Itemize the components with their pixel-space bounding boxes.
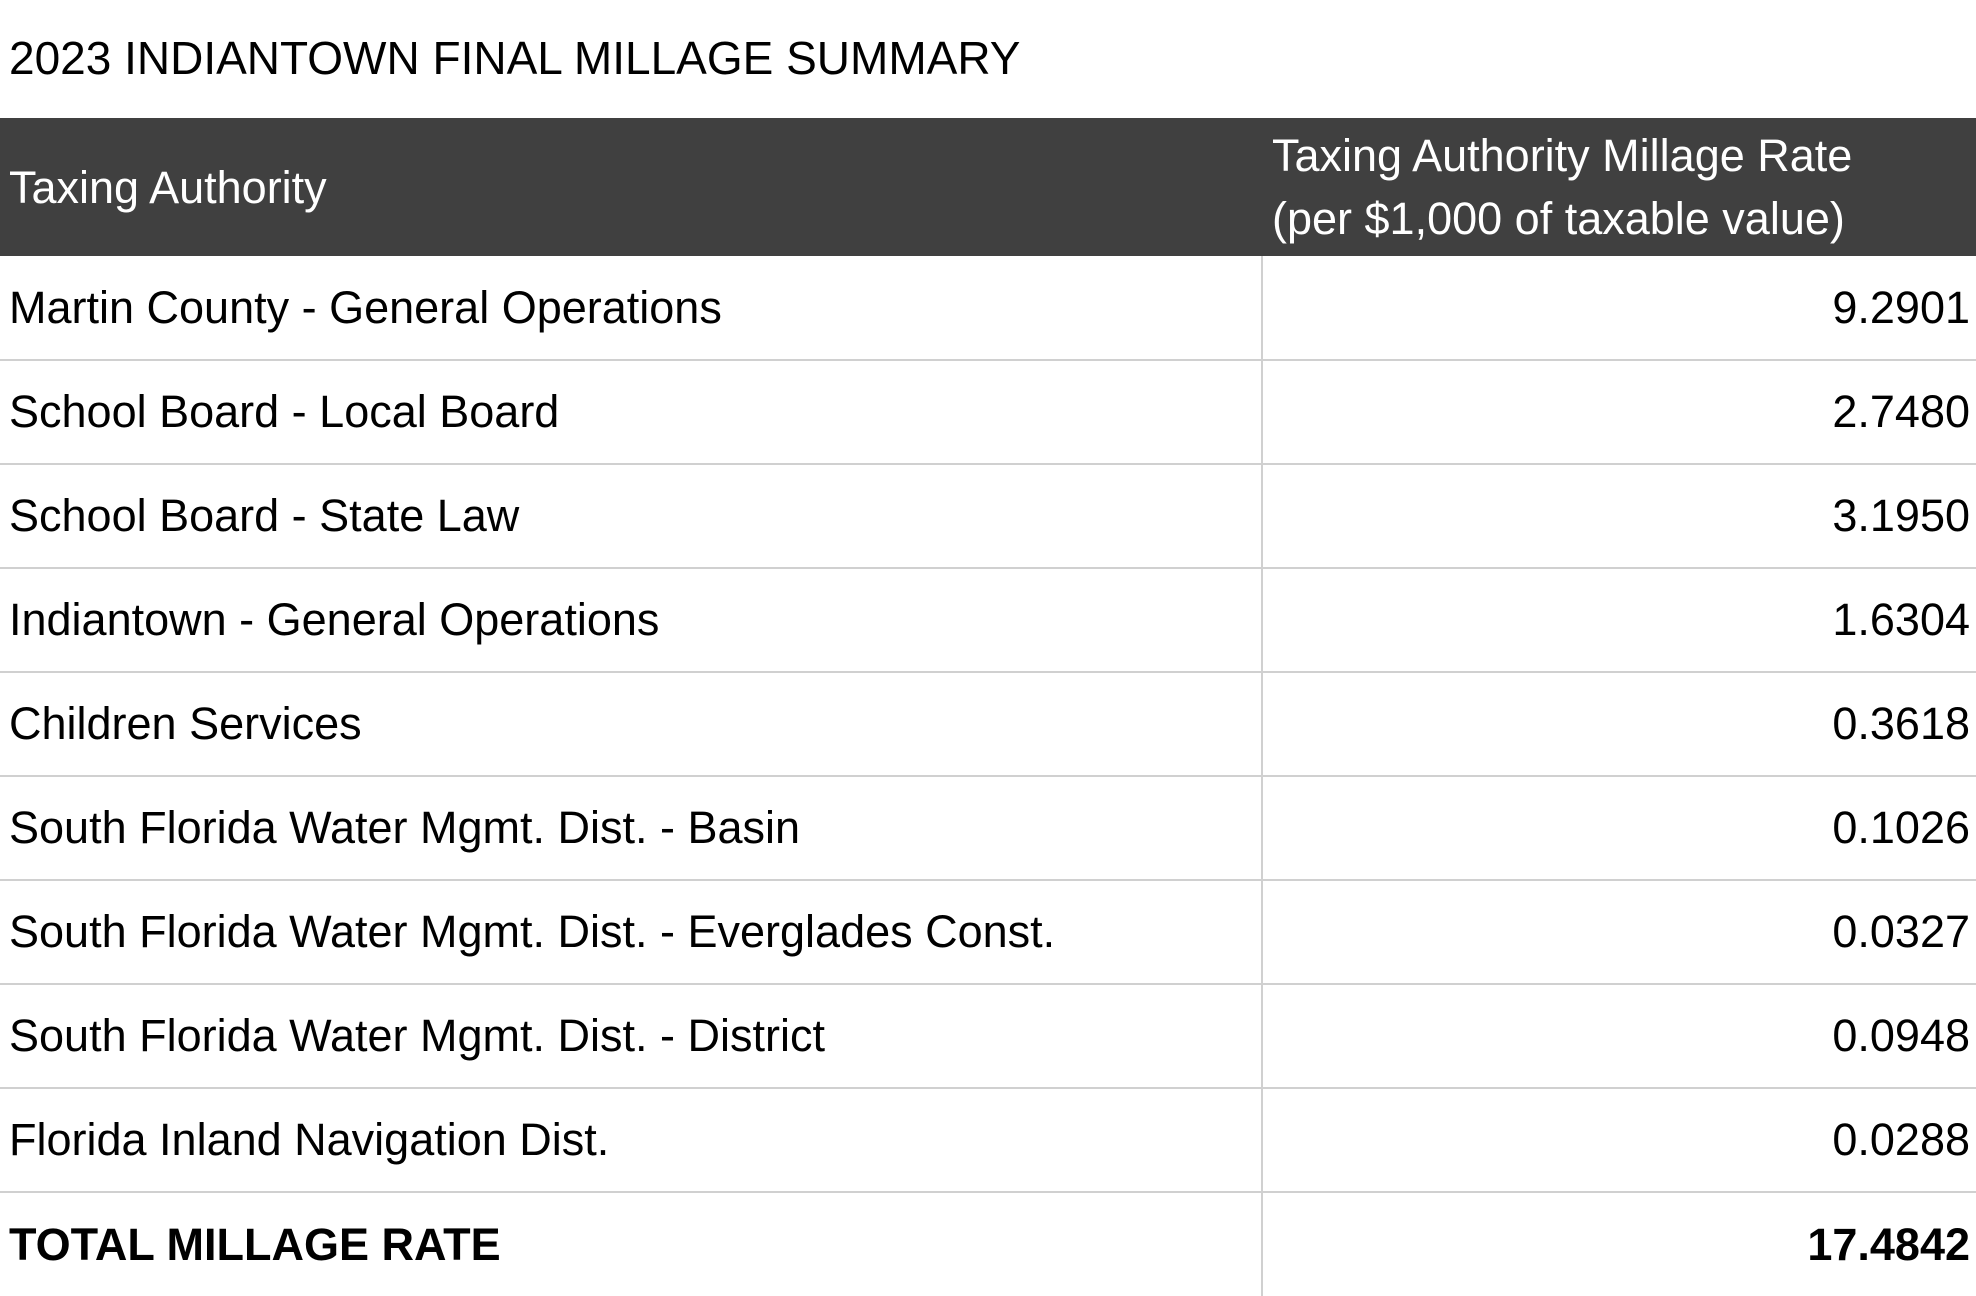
header-millage-rate-line2: (per $1,000 of taxable value) [1272, 193, 1845, 244]
table-row: School Board - Local Board 2.7480 [0, 360, 1976, 465]
table-row: School Board - State Law 3.1950 [0, 464, 1976, 569]
total-row: TOTAL MILLAGE RATE 17.4842 [0, 1192, 1976, 1296]
document-title: 2023 INDIANTOWN FINAL MILLAGE SUMMARY [9, 32, 1021, 84]
rate-cell: 9.2901 [1261, 256, 1976, 361]
rate-cell: 2.7480 [1261, 360, 1976, 465]
rate-cell: 3.1950 [1261, 464, 1976, 569]
rate-cell: 0.1026 [1261, 776, 1976, 881]
table-body: Martin County - General Operations 9.290… [0, 256, 1976, 1296]
header-row: Taxing Authority Taxing Authority Millag… [0, 118, 1976, 256]
authority-cell: Indiantown - General Operations [0, 568, 1262, 673]
authority-cell: Children Services [0, 672, 1262, 777]
total-rate: 17.4842 [1261, 1192, 1976, 1296]
rate-cell: 0.0288 [1261, 1088, 1976, 1193]
rate-cell: 0.3618 [1261, 672, 1976, 777]
table-row: South Florida Water Mgmt. Dist. - Distri… [0, 984, 1976, 1089]
authority-cell: Martin County - General Operations [0, 256, 1262, 361]
header-millage-rate-line1: Taxing Authority Millage Rate [1272, 130, 1853, 181]
authority-cell: Florida Inland Navigation Dist. [0, 1088, 1262, 1193]
total-label: TOTAL MILLAGE RATE [9, 1218, 501, 1270]
rate-cell: 0.0948 [1261, 984, 1976, 1089]
header-millage-rate: Taxing Authority Millage Rate (per $1,00… [1262, 118, 1976, 256]
table-row: Indiantown - General Operations 1.6304 [0, 568, 1976, 673]
authority-cell: South Florida Water Mgmt. Dist. - Evergl… [0, 880, 1262, 985]
authority-cell: South Florida Water Mgmt. Dist. - Distri… [0, 984, 1262, 1089]
rate-cell: 0.0327 [1261, 880, 1976, 985]
table-row: Florida Inland Navigation Dist. 0.0288 [0, 1088, 1976, 1193]
table-header: Taxing Authority Taxing Authority Millag… [0, 118, 1976, 256]
authority-cell: School Board - Local Board [0, 360, 1262, 465]
table-row: Martin County - General Operations 9.290… [0, 256, 1976, 361]
authority-cell: School Board - State Law [0, 464, 1262, 569]
millage-table: Taxing Authority Taxing Authority Millag… [0, 118, 1976, 1296]
table-row: South Florida Water Mgmt. Dist. - Basin … [0, 776, 1976, 881]
table-row: Children Services 0.3618 [0, 672, 1976, 777]
table-row: South Florida Water Mgmt. Dist. - Evergl… [0, 880, 1976, 985]
header-taxing-authority: Taxing Authority [9, 161, 327, 213]
rate-cell: 1.6304 [1261, 568, 1976, 673]
authority-cell: South Florida Water Mgmt. Dist. - Basin [0, 776, 1262, 881]
